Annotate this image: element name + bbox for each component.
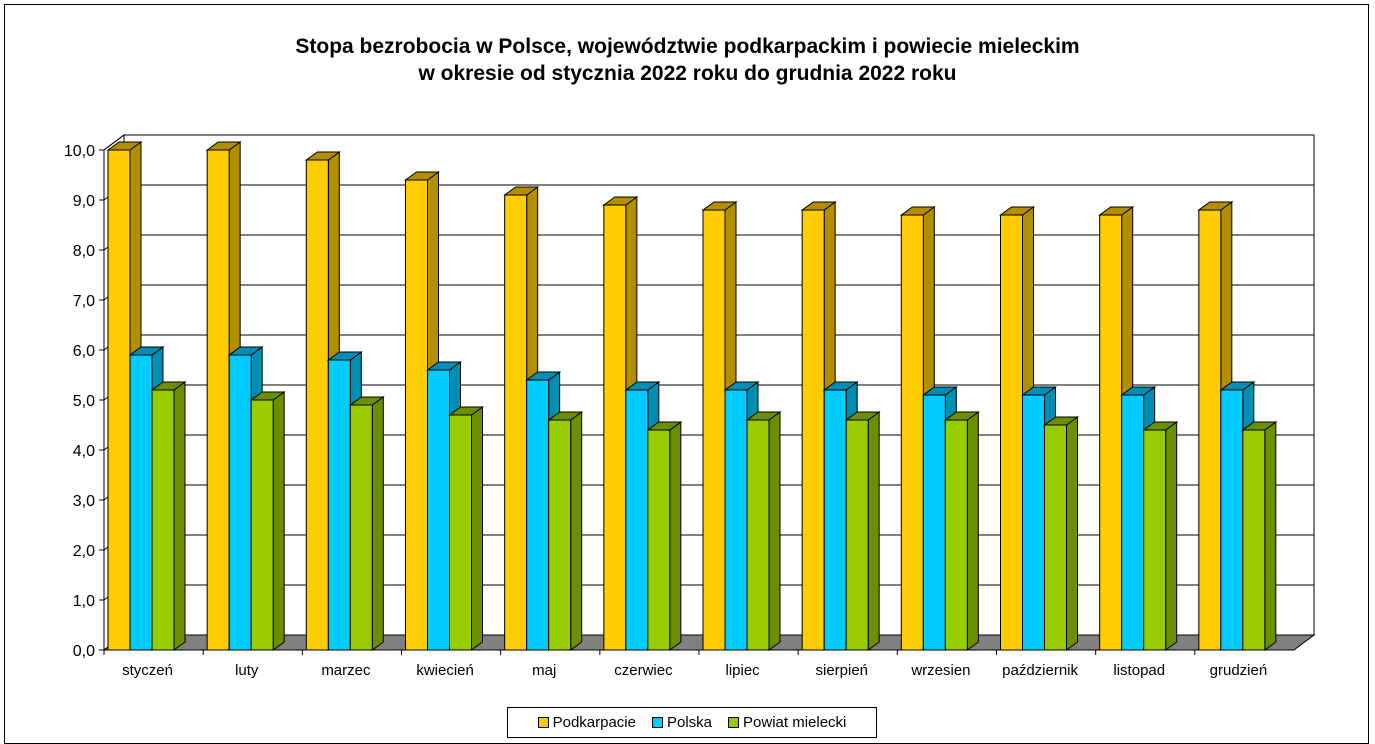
bar-side bbox=[669, 421, 682, 651]
bar bbox=[702, 209, 726, 651]
bar bbox=[1000, 214, 1023, 651]
bar bbox=[151, 389, 175, 651]
bar bbox=[801, 209, 825, 651]
y-tick-label: 0,0 bbox=[73, 643, 95, 660]
chart-title-line-2: w okresie od stycznia 2022 roku do grudn… bbox=[418, 62, 957, 85]
bar-side bbox=[570, 411, 583, 651]
bar-side bbox=[371, 396, 384, 651]
x-tick-label: wrzesien bbox=[910, 662, 970, 679]
bar bbox=[1220, 389, 1244, 651]
y-tick-label: 2,0 bbox=[73, 543, 95, 560]
x-tick-label: marzec bbox=[321, 662, 371, 679]
bar bbox=[548, 419, 572, 651]
gridline-side bbox=[103, 134, 125, 151]
bar-side bbox=[471, 406, 483, 651]
y-tick-label: 6,0 bbox=[73, 343, 95, 360]
legend-swatch-podkarpacie bbox=[537, 717, 549, 728]
y-tick-label: 9,0 bbox=[73, 193, 95, 210]
bar bbox=[944, 419, 968, 651]
bar bbox=[504, 194, 528, 651]
y-tick-label: 3,0 bbox=[73, 493, 95, 510]
bar bbox=[250, 399, 274, 651]
bar bbox=[900, 214, 924, 651]
bar bbox=[1044, 424, 1067, 651]
bar-side bbox=[1165, 421, 1178, 651]
x-tick-label: luty bbox=[235, 662, 259, 679]
bar bbox=[228, 354, 252, 651]
bar bbox=[823, 389, 847, 651]
x-tick-label: sierpień bbox=[815, 662, 868, 679]
x-tick-label: październik bbox=[1002, 662, 1078, 679]
bar bbox=[1022, 394, 1045, 651]
bar bbox=[107, 149, 131, 651]
bar bbox=[724, 389, 748, 651]
bar-side bbox=[1066, 416, 1078, 651]
bar bbox=[405, 179, 428, 651]
bar bbox=[1242, 429, 1266, 651]
chart-title: Stopa bezrobocia w Polsce, województwie … bbox=[0, 33, 1375, 87]
legend-item-polska: Polska bbox=[651, 714, 713, 731]
bar bbox=[625, 389, 649, 651]
bar-side bbox=[966, 411, 979, 651]
y-tick-label: 7,0 bbox=[73, 293, 95, 310]
bar bbox=[647, 429, 671, 651]
legend-label-powiat: Powiat mielecki bbox=[743, 714, 847, 731]
bar bbox=[603, 204, 627, 651]
x-tick-label: maj bbox=[532, 662, 556, 679]
y-tick-label: 8,0 bbox=[73, 243, 95, 260]
bar bbox=[1143, 429, 1167, 651]
bar bbox=[327, 359, 351, 651]
x-tick-label: lipiec bbox=[725, 662, 760, 679]
bar bbox=[305, 159, 329, 651]
bar bbox=[526, 379, 550, 651]
x-tick-label: styczeń bbox=[122, 662, 173, 679]
bar bbox=[922, 394, 946, 651]
bar-side bbox=[867, 411, 880, 651]
bar bbox=[349, 404, 373, 651]
x-tick-label: czerwiec bbox=[614, 662, 673, 679]
y-tick-label: 5,0 bbox=[73, 393, 95, 410]
chart-title-line-1: Stopa bezrobocia w Polsce, województwie … bbox=[295, 35, 1080, 58]
y-tick-label: 1,0 bbox=[73, 593, 95, 610]
legend-item-powiat: Powiat mielecki bbox=[728, 714, 846, 731]
legend-swatch-powiat bbox=[728, 717, 740, 728]
bar bbox=[845, 419, 869, 651]
legend-label-podkarpacie: Podkarpacie bbox=[552, 714, 636, 731]
bar bbox=[449, 414, 472, 651]
bar-side bbox=[173, 381, 186, 651]
legend-swatch-polska bbox=[651, 717, 663, 728]
x-tick-label: grudzień bbox=[1210, 662, 1268, 679]
bar bbox=[746, 419, 770, 651]
bar bbox=[1198, 209, 1222, 651]
bar bbox=[1099, 214, 1123, 651]
legend-item-podkarpacie: Podkarpacie bbox=[537, 714, 636, 731]
bar bbox=[206, 149, 230, 651]
bar-side bbox=[272, 391, 285, 651]
x-tick-label: listopad bbox=[1113, 662, 1165, 679]
bar-side bbox=[768, 411, 781, 651]
y-tick-label: 4,0 bbox=[73, 443, 95, 460]
x-tick-label: kwiecień bbox=[416, 662, 474, 679]
bar bbox=[129, 354, 153, 651]
y-tick-label: 10,0 bbox=[64, 143, 95, 160]
bar bbox=[427, 369, 450, 651]
chart-legend: Podkarpacie Polska Powiat mielecki bbox=[507, 707, 877, 738]
bar-side bbox=[1264, 421, 1277, 651]
bar bbox=[1121, 394, 1145, 651]
legend-label-polska: Polska bbox=[666, 714, 713, 731]
